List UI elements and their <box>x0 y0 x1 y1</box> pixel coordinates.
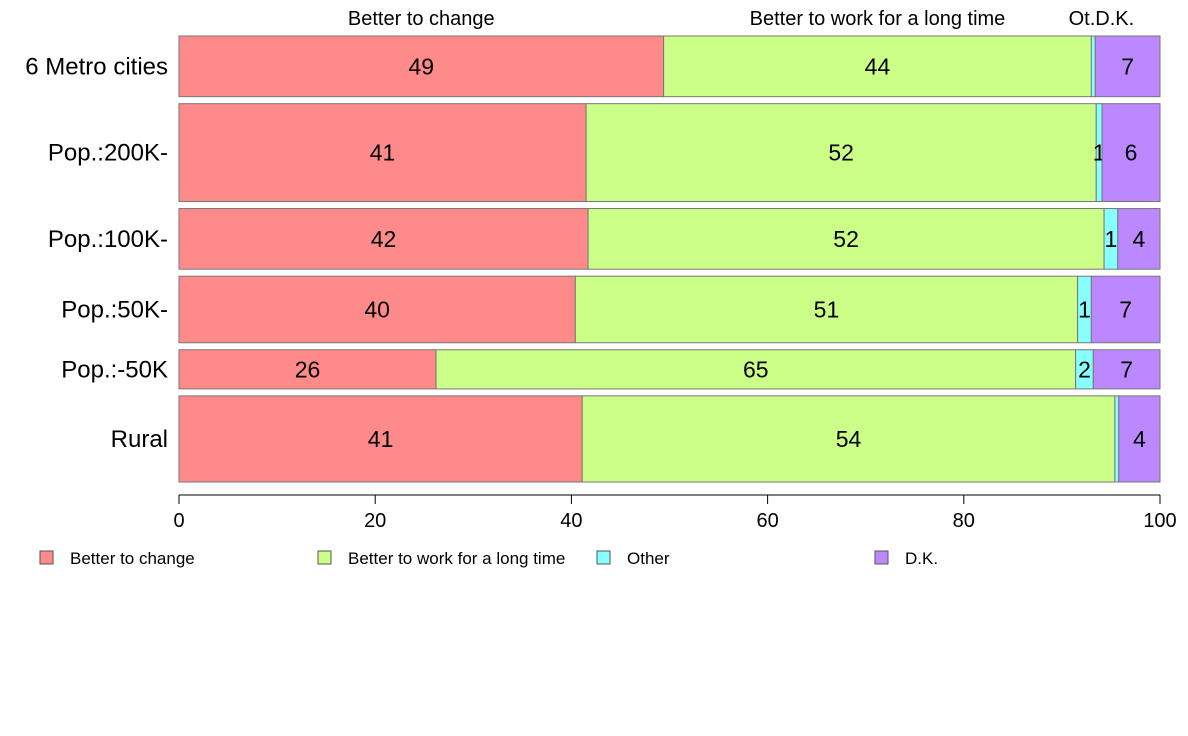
legend-label: Better to work for a long time <box>348 549 565 568</box>
data-label: 4 <box>1133 226 1146 252</box>
top-segment-label: Better to work for a long time <box>750 8 1006 30</box>
legend-label: Better to change <box>70 549 195 568</box>
legend-swatch <box>39 550 54 565</box>
bar-segment <box>178 35 665 98</box>
bar-segment <box>435 349 1077 390</box>
bar-segment <box>1114 395 1120 483</box>
data-label: 6 <box>1125 140 1138 166</box>
bar-segment <box>587 208 1105 270</box>
x-tick-label: 0 <box>173 510 184 532</box>
category-label: Pop.:50K- <box>61 296 168 323</box>
category-label: 6 Metro cities <box>25 53 168 80</box>
x-tick-label: 40 <box>560 510 582 532</box>
category-label: Pop.:200K- <box>48 140 168 167</box>
category-label: Pop.:-50K <box>61 356 168 383</box>
data-label: 44 <box>865 53 891 79</box>
data-label: 7 <box>1120 356 1133 382</box>
x-tick-label: 20 <box>364 510 386 532</box>
bar-segment <box>1118 395 1161 483</box>
bar-segment <box>1090 35 1096 98</box>
category-label: Rural <box>111 426 168 453</box>
bar-segment <box>1117 208 1161 270</box>
bar-segment <box>1090 275 1161 344</box>
data-label: 41 <box>368 426 394 452</box>
data-label: 41 <box>370 140 396 166</box>
data-label: 4 <box>1133 426 1146 452</box>
bar-segment <box>178 103 587 203</box>
top-segment-label: Ot. <box>1069 8 1096 30</box>
top-segment-label: D.K. <box>1095 8 1134 30</box>
legend-label: D.K. <box>905 549 938 568</box>
x-axis: 0 20 40 60 80 100 <box>173 494 1177 532</box>
legend: Better to change Better to work for a lon… <box>39 549 938 568</box>
legend-swatch <box>596 550 611 565</box>
category-label: Pop.:100K- <box>48 226 168 253</box>
data-label: 52 <box>833 226 859 252</box>
data-label: 49 <box>409 53 435 79</box>
data-label: 51 <box>814 296 840 322</box>
bar-segment <box>178 208 589 270</box>
data-label: 40 <box>364 296 390 322</box>
data-label: 54 <box>836 426 862 452</box>
data-label: 7 <box>1121 53 1134 79</box>
category-labels: 6 Metro cities Pop.:200K- Pop.:100K- Pop.:5… <box>25 53 168 453</box>
bar-segment <box>1092 349 1161 390</box>
data-label: 2 <box>1078 356 1091 382</box>
x-tick-label: 100 <box>1143 510 1176 532</box>
bars: 49 44 741 52 1 642 52 1 440 51 1 726 65 2 741 54 4 <box>178 35 1161 483</box>
x-tick-label: 80 <box>953 510 975 532</box>
bar-segment <box>663 35 1092 98</box>
data-label: 1 <box>1105 226 1118 252</box>
legend-swatch <box>874 550 889 565</box>
data-label: 1 <box>1078 296 1091 322</box>
data-label: 52 <box>828 140 854 166</box>
data-label: 26 <box>295 356 321 382</box>
top-segment-labels: Better to change Better to work for a lon… <box>348 8 1134 30</box>
legend-label: Other <box>627 549 670 568</box>
bar-segment <box>178 275 576 344</box>
data-label: 42 <box>371 226 397 252</box>
top-segment-label: Better to change <box>348 8 495 30</box>
bar-segment <box>1101 103 1161 203</box>
bar-segment <box>1094 35 1161 98</box>
data-label: 7 <box>1119 296 1132 322</box>
data-label: 65 <box>743 356 769 382</box>
legend-swatch <box>317 550 332 565</box>
bar-segment <box>585 103 1097 203</box>
bar-segment <box>574 275 1079 344</box>
bar-segment <box>581 395 1116 483</box>
x-tick-label: 60 <box>756 510 778 532</box>
bar-segment <box>178 395 583 483</box>
